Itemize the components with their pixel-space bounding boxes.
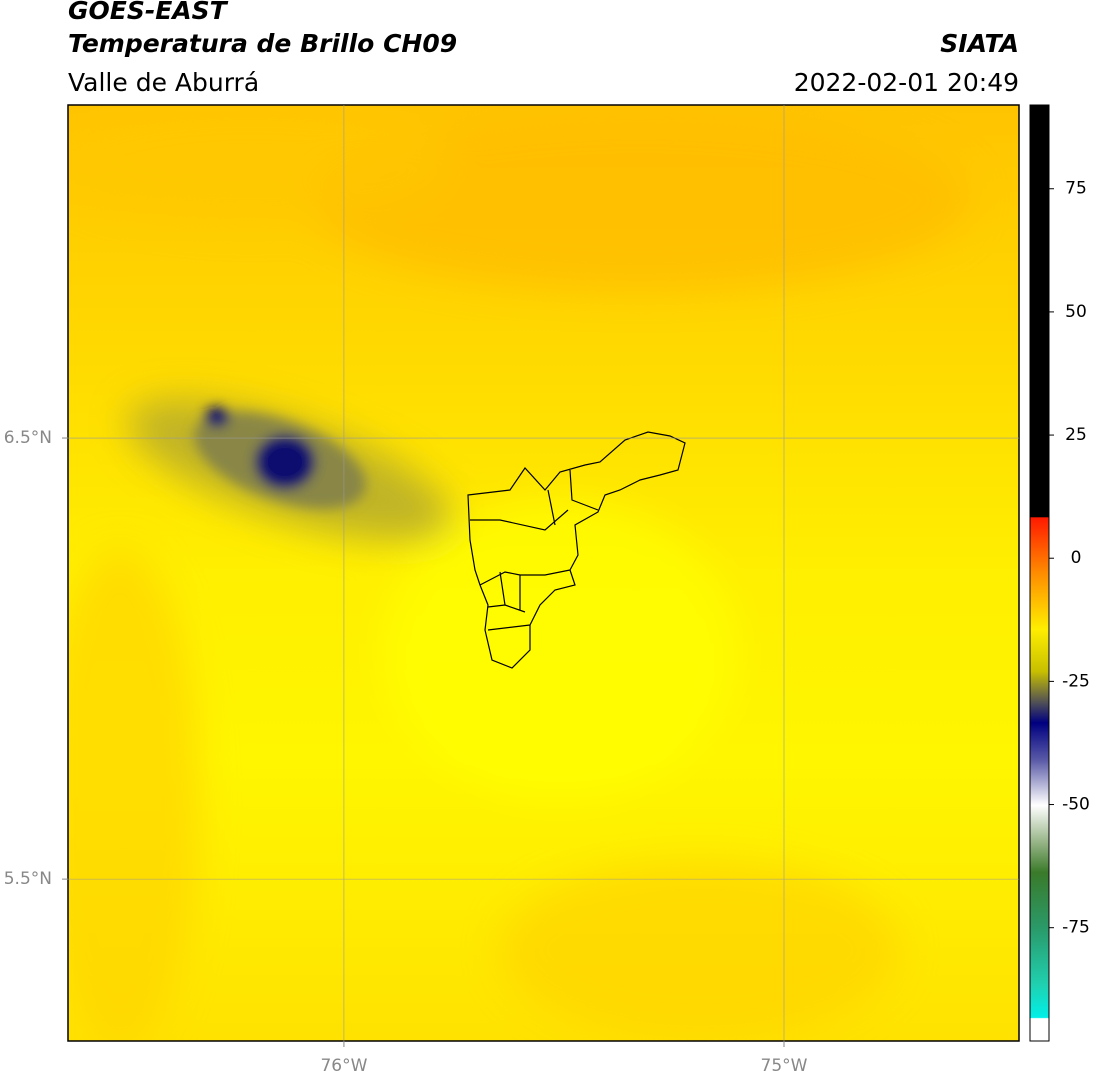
map-frame [67, 104, 1020, 1042]
colorbar [1029, 104, 1050, 1042]
map-field [68, 105, 1019, 1041]
colorbar-tick-label: 0 [1071, 548, 1082, 568]
colorbar-tick-label: 75 [1065, 179, 1087, 199]
cold-cloud [194, 407, 366, 509]
colorbar-tick-label: -75 [1062, 918, 1090, 938]
subtitle: Temperatura de Brillo CH09 [68, 29, 457, 58]
x-tick-label: 75°W [761, 1056, 808, 1076]
colorbar-tick-label: -50 [1062, 795, 1090, 815]
colorbar-tick-label: -25 [1062, 671, 1090, 691]
y-tick-label: 6.5°N [4, 428, 52, 448]
colorbar-tick-label: 50 [1065, 302, 1087, 322]
source: SIATA [940, 29, 1019, 58]
colorbar-tick-label: 25 [1065, 425, 1087, 445]
y-tick-label: 5.5°N [4, 869, 52, 889]
datetime: 2022-02-01 20:49 [794, 68, 1019, 97]
region: Valle de Aburrá [68, 68, 259, 97]
x-tick-label: 76°W [320, 1056, 367, 1076]
title: GOES-EAST [68, 0, 229, 25]
municipality-boundaries [467, 431, 686, 669]
field-shading [68, 105, 970, 1041]
